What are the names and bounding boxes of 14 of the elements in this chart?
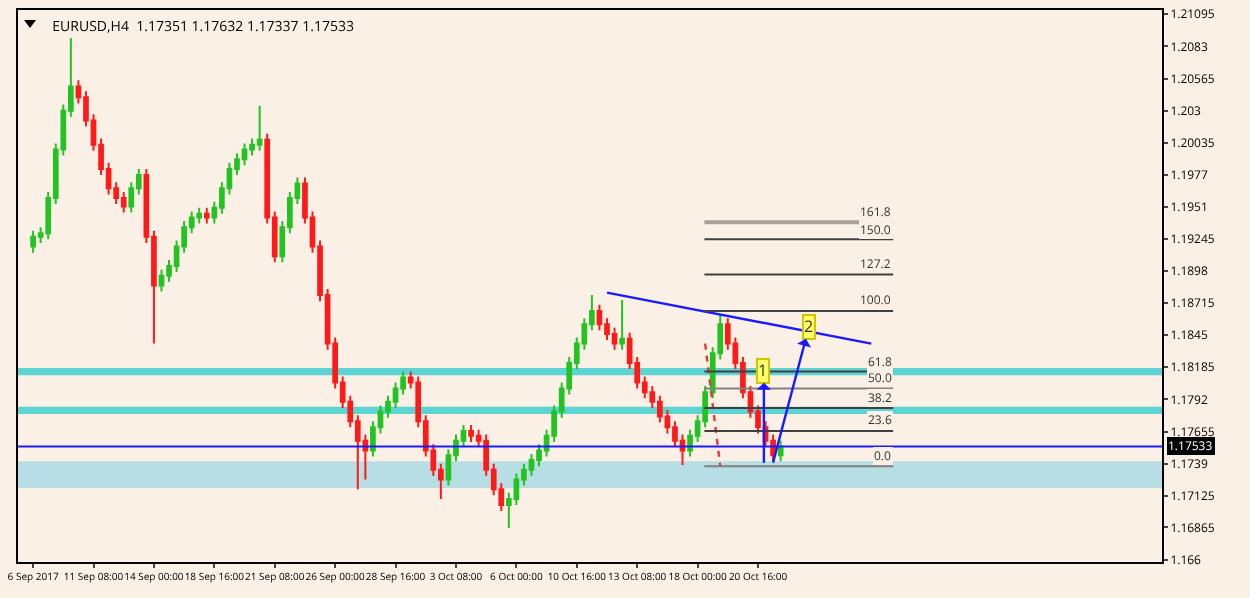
candlestick (619, 298, 625, 351)
candlestick (203, 206, 210, 225)
candlestick (596, 303, 603, 332)
candlestick (468, 423, 474, 443)
candlestick (196, 206, 203, 225)
candlestick (120, 190, 127, 214)
candlestick (256, 104, 263, 152)
candlestick (611, 326, 618, 351)
candlestick (777, 439, 784, 463)
candlestick (30, 229, 36, 254)
annotation: 2 (804, 316, 814, 338)
annotation: 1 (758, 360, 768, 382)
candlestick (158, 268, 165, 293)
candlestick (241, 142, 248, 167)
